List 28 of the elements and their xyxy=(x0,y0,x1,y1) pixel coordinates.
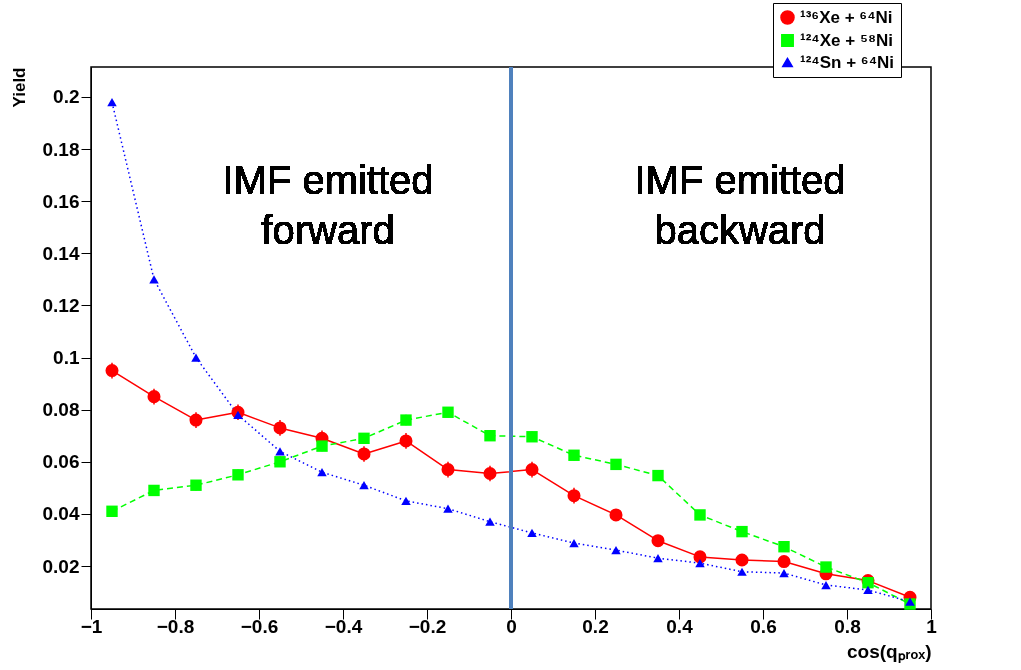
annotation: IMF emitted backward xyxy=(634,158,846,252)
x-tick-label: 0.8 xyxy=(834,615,861,637)
x-axis-title: cos(qₚᵣₒₓ) xyxy=(846,640,932,663)
x-tick-label: −1 xyxy=(80,615,103,637)
y-tick-label: 0.08 xyxy=(42,399,80,421)
x-tick-label: −0.4 xyxy=(324,615,363,637)
x-tick-label: 0 xyxy=(506,615,517,637)
x-tick-label: 0.4 xyxy=(666,615,694,637)
y-tick-label: 0.2 xyxy=(53,86,80,108)
y-tick-label: 0.14 xyxy=(42,242,80,264)
x-tick-label: 1 xyxy=(926,615,938,637)
y-tick-label: 0.04 xyxy=(42,503,80,525)
y-tick-label: 0.16 xyxy=(42,190,80,212)
legend-label: ¹²⁴Sn + ⁶⁴Ni xyxy=(800,52,895,72)
y-tick-label: 0.06 xyxy=(42,451,80,473)
x-tick-label: −0.6 xyxy=(240,615,279,637)
x-tick-label: −0.2 xyxy=(408,615,447,637)
annotation: IMF emitted forward xyxy=(222,158,434,252)
x-tick-label: 0.2 xyxy=(582,615,609,637)
y-tick-label: 0.02 xyxy=(42,555,80,577)
y-tick-label: 0.18 xyxy=(42,138,80,160)
legend-label: ¹³⁶Xe + ⁶⁴Ni xyxy=(800,7,893,27)
x-tick-label: 0.6 xyxy=(750,615,777,637)
legend-label: ¹²⁴Xe + ⁵⁸Ni xyxy=(800,30,893,50)
y-tick-label: 0.12 xyxy=(42,294,80,316)
y-axis-title: Yield xyxy=(9,67,29,108)
y-tick-label: 0.1 xyxy=(53,347,80,369)
x-tick-label: −0.8 xyxy=(156,615,195,637)
